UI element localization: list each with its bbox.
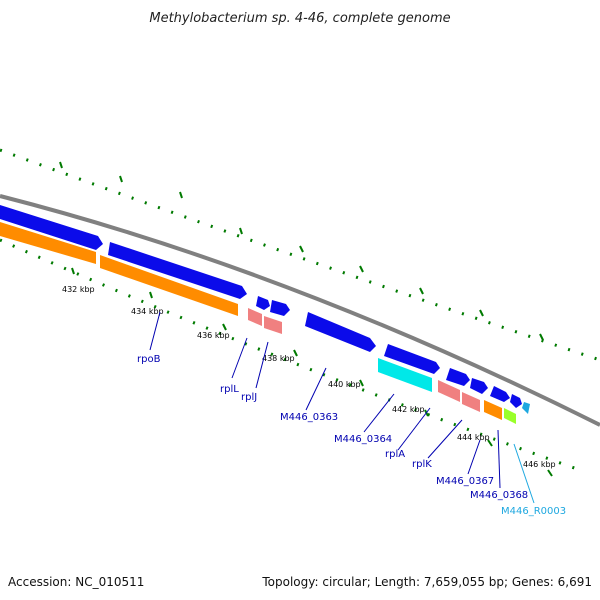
major-ticks [59,161,553,477]
scale-label: 440 kbp [328,380,361,389]
scale-label: 442 kbp [392,405,425,414]
label-leaders [149,311,535,504]
gene-label-M446_0364[interactable]: M446_0364 [334,434,392,445]
gene-label-M446_0363[interactable]: M446_0363 [280,412,338,423]
cds-arrow-rplJ[interactable] [270,300,290,316]
outer-tick-ring [0,148,600,362]
rrna-bar-rplK[interactable] [462,392,480,412]
gene-labels: rpoB rplL rplJ M446_0363 M446_0364 rplA … [137,354,566,517]
gene-bar-M446_0367[interactable] [484,400,502,420]
scale-label: 444 kbp [457,433,490,442]
scale-label: 432 kbp [62,285,95,294]
cds-arrow-rplL[interactable] [256,296,270,310]
gene-bar-rpoB[interactable] [100,255,238,316]
gene-label-M446_0367[interactable]: M446_0367 [436,476,494,487]
gene-label-rpoB[interactable]: rpoB [137,354,161,365]
gene-label-M446_R0003[interactable]: M446_R0003 [501,506,566,517]
scale-label: 434 kbp [131,307,164,316]
cds-arrow-M446_0364[interactable] [384,344,440,374]
gene-label-rplJ[interactable]: rplJ [241,392,257,403]
tmrna-bar-M446_0364[interactable] [378,358,432,392]
cds-arrow-rplK[interactable] [470,378,488,394]
misc-arrow-M446_R0003[interactable] [522,402,530,414]
accession-text: Accession: NC_010511 [8,575,144,589]
cds-arrow-rplA[interactable] [446,368,470,386]
genome-title: Methylobacterium sp. 4-46, complete geno… [149,11,450,26]
gene-bar[interactable] [0,222,96,264]
gene-label-rplA[interactable]: rplA [385,449,405,460]
trna-bar-M446_0368[interactable] [504,408,516,424]
rrna-bar-rplA[interactable] [438,380,460,402]
scale-label: 438 kbp [262,354,295,363]
cds-arrow-M446_0363[interactable] [305,312,376,352]
gene-label-rplK[interactable]: rplK [412,459,432,470]
scale-label: 436 kbp [197,331,230,340]
cds-arrow-M446_0368[interactable] [510,394,522,408]
rrna-bar-rplJ[interactable] [264,316,282,334]
gene-track [0,222,516,424]
cds-arrow-M446_0367[interactable] [490,386,510,402]
rrna-bar-rplL[interactable] [248,308,262,326]
gene-label-M446_0368[interactable]: M446_0368 [470,490,528,501]
cds-arrow-rpoB[interactable] [108,242,247,299]
inner-tick-ring [0,238,581,472]
scale-label: 446 kbp [523,460,556,469]
genome-backbone [0,194,600,427]
scale-labels: 432 kbp 434 kbp 436 kbp 438 kbp 440 kbp … [62,285,556,469]
gene-label-rplL[interactable]: rplL [220,384,239,395]
genome-summary-text: Topology: circular; Length: 7,659,055 bp… [261,575,592,589]
cds-track [0,205,530,414]
cds-arrow[interactable] [0,205,103,250]
